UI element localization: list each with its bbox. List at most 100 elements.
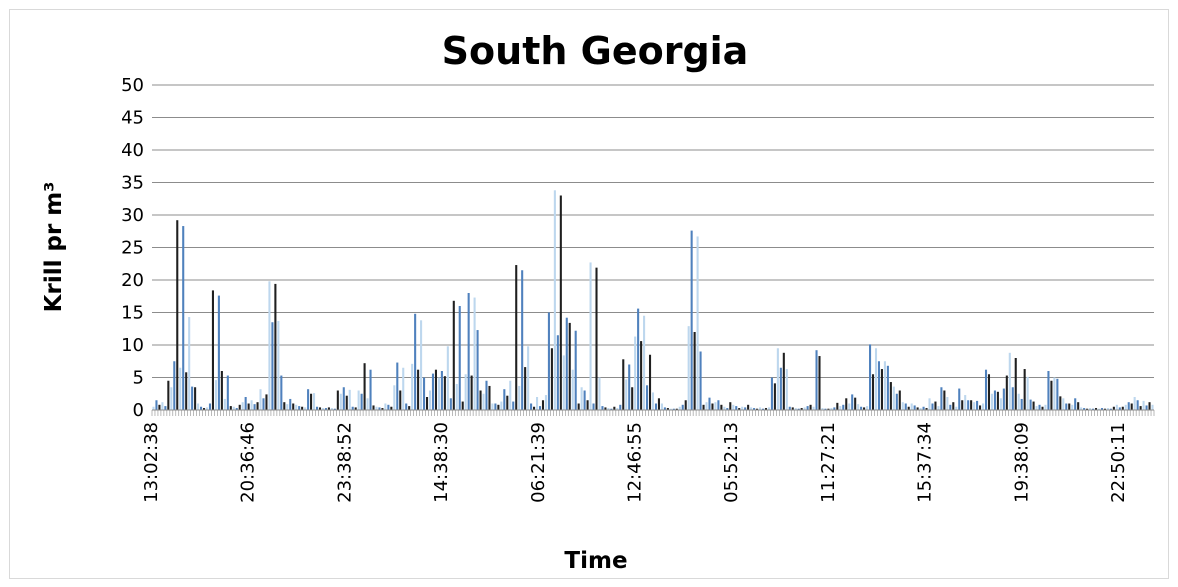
bar xyxy=(301,406,304,410)
bar xyxy=(1044,404,1047,410)
bar xyxy=(919,408,922,410)
y-tick-label: 45 xyxy=(121,108,144,129)
bar xyxy=(839,406,842,410)
bar xyxy=(753,408,756,410)
bar xyxy=(208,403,212,410)
bar xyxy=(1023,369,1026,410)
bar xyxy=(1142,400,1145,410)
bar xyxy=(675,408,678,410)
bar xyxy=(524,367,527,410)
bar xyxy=(256,402,259,410)
bar xyxy=(640,341,643,410)
bar xyxy=(533,406,536,410)
bar xyxy=(333,408,336,410)
bar xyxy=(1062,398,1065,410)
bar xyxy=(1041,406,1044,410)
bar xyxy=(515,265,518,410)
bar xyxy=(764,408,768,410)
bar xyxy=(996,391,999,410)
bar xyxy=(402,367,405,410)
bar xyxy=(750,407,753,410)
bar xyxy=(714,402,717,410)
bar xyxy=(1017,393,1020,410)
bar xyxy=(541,400,545,410)
bar xyxy=(610,408,613,410)
bar xyxy=(678,406,681,410)
bar xyxy=(348,389,351,410)
bar xyxy=(901,402,904,410)
bar xyxy=(229,406,232,410)
bar xyxy=(646,385,649,410)
bar xyxy=(238,404,241,410)
bar xyxy=(449,398,452,410)
bar xyxy=(598,377,601,410)
bar xyxy=(955,406,958,410)
bar xyxy=(568,322,571,410)
bar xyxy=(657,398,660,410)
bar xyxy=(604,407,607,410)
bar xyxy=(648,354,652,410)
bar xyxy=(1139,406,1142,410)
bar xyxy=(387,404,390,410)
bar xyxy=(613,406,616,410)
bar xyxy=(940,387,943,410)
bar xyxy=(211,290,214,410)
bar xyxy=(1112,406,1115,410)
bar xyxy=(1109,408,1112,410)
bar xyxy=(176,220,179,410)
bar xyxy=(625,379,628,410)
bar xyxy=(1133,397,1136,410)
bar xyxy=(399,390,402,410)
bar xyxy=(235,408,238,410)
x-tick-label: 22:50:11 xyxy=(1108,422,1129,503)
bar xyxy=(295,404,298,410)
bar xyxy=(693,332,696,410)
bar xyxy=(592,403,595,410)
bar xyxy=(354,407,357,410)
bar xyxy=(170,387,173,410)
bar xyxy=(324,408,327,410)
bar xyxy=(720,404,723,410)
x-tick-labels: 13:02:38 20:36:46 23:38:52 14:38:30 06:21:39… xyxy=(141,422,1129,503)
bar xyxy=(1032,401,1035,410)
x-axis-title: Time xyxy=(564,548,627,574)
bar xyxy=(791,407,794,410)
bar xyxy=(200,406,203,410)
bar xyxy=(907,406,910,410)
bar xyxy=(1038,404,1041,410)
bar xyxy=(711,403,714,410)
bar xyxy=(925,408,928,410)
bar xyxy=(589,262,592,410)
bar xyxy=(1005,375,1008,410)
bar xyxy=(304,407,307,410)
y-tick-label: 0 xyxy=(133,400,144,421)
bar xyxy=(315,406,319,410)
bar xyxy=(1065,403,1068,410)
bar xyxy=(467,293,470,410)
bar xyxy=(1059,396,1062,410)
bar xyxy=(559,195,562,410)
bar xyxy=(455,384,458,410)
bar xyxy=(1106,408,1109,410)
bar xyxy=(705,402,708,410)
bar xyxy=(464,374,467,410)
bar xyxy=(833,407,836,410)
bar xyxy=(708,397,711,410)
bar xyxy=(336,390,339,410)
bar xyxy=(313,393,316,410)
bar xyxy=(1020,398,1023,410)
bar xyxy=(824,408,827,410)
bar xyxy=(726,408,729,410)
bar xyxy=(381,408,384,410)
bar xyxy=(788,406,791,410)
bar xyxy=(363,363,366,410)
bar xyxy=(961,400,964,410)
bar xyxy=(952,402,955,410)
bar xyxy=(550,348,553,410)
bar xyxy=(152,406,155,410)
bar xyxy=(577,403,580,410)
bar xyxy=(553,190,556,410)
bar xyxy=(660,403,663,410)
bar xyxy=(318,407,322,410)
bar xyxy=(976,400,979,410)
